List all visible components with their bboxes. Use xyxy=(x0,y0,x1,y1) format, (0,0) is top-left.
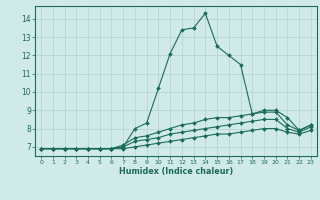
X-axis label: Humidex (Indice chaleur): Humidex (Indice chaleur) xyxy=(119,167,233,176)
